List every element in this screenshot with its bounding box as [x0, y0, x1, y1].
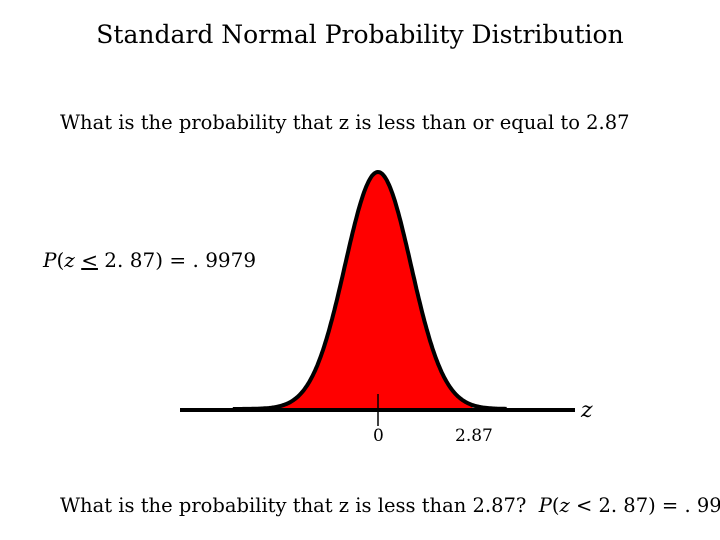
eq2-p: P	[538, 494, 552, 517]
z-axis-label: z	[581, 398, 593, 423]
eq2-open: (	[551, 494, 560, 517]
normal-curve	[232, 169, 507, 411]
tick-label-2-87: 2.87	[455, 426, 493, 446]
probability-equation-less-equal: P(z < 2. 87) = . 9979	[43, 248, 256, 272]
eq1-rest: 2. 87) = . 9979	[97, 248, 257, 272]
eq1-p: P	[43, 248, 57, 272]
question-less-than: What is the probability that z is less t…	[60, 494, 527, 517]
left-tail-area-shaded	[232, 172, 473, 409]
tick-label-zero: 0	[373, 426, 384, 446]
eq2-z: z	[559, 494, 570, 517]
eq1-open: (	[56, 248, 65, 272]
eq2-rest: < 2. 87) = . 9971	[575, 494, 720, 517]
eq1-z: z	[64, 248, 75, 272]
page-title: Standard Normal Probability Distribution	[96, 20, 624, 49]
question-less-equal: What is the probability that z is less t…	[60, 111, 630, 134]
eq1-less-equal-sign: <	[81, 248, 98, 272]
question-and-answer-less-than: What is the probability that z is less t…	[60, 494, 720, 517]
